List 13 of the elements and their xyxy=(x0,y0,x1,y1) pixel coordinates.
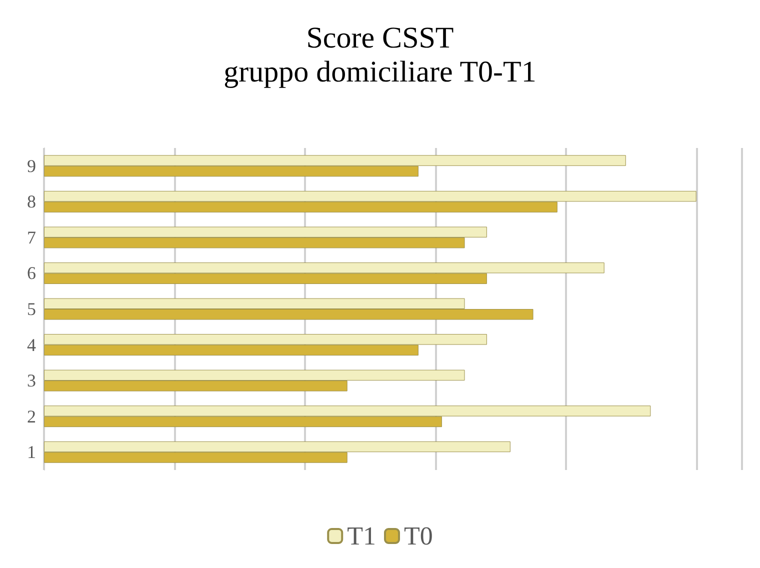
y-tick-label: 8 xyxy=(27,192,36,212)
y-tick-label: 9 xyxy=(27,156,36,176)
y-tick-label: 1 xyxy=(27,442,36,462)
legend-label: T1 xyxy=(347,522,376,550)
y-tick-label: 2 xyxy=(27,406,36,426)
y-tick-label: 7 xyxy=(27,227,36,248)
chart-title: Score CSST xyxy=(306,22,454,54)
y-tick-label: 3 xyxy=(27,370,36,391)
y-tick-label: 6 xyxy=(27,263,36,284)
legend-label: T0 xyxy=(404,522,433,550)
y-tick-label: 4 xyxy=(27,334,36,355)
chart-subtitle: gruppo domiciliare T0-T1 xyxy=(224,56,536,88)
y-tick-label: 5 xyxy=(27,299,36,319)
